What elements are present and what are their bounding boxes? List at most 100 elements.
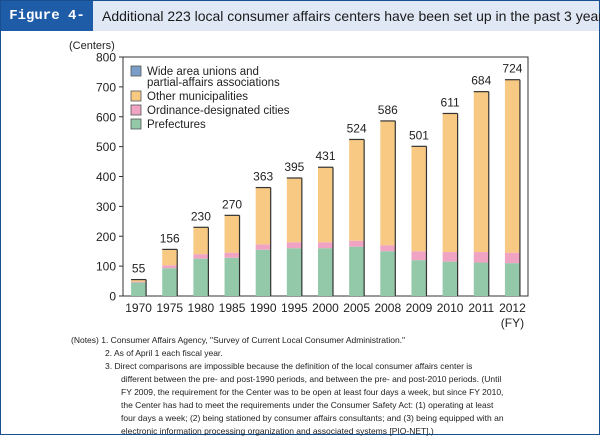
legend-label: Other municipalities: [147, 91, 248, 103]
bar-segment: [162, 249, 178, 266]
bar-segment: [286, 242, 302, 249]
x-tick-label: 2005: [343, 301, 370, 315]
bar-total-label: 395: [284, 160, 304, 174]
bar-segment: [411, 251, 427, 261]
bar-segment: [380, 251, 396, 296]
legend-swatch: [130, 90, 142, 102]
bar-segment: [255, 244, 271, 250]
stacked-bar-chart: 0 100 200 300 400 500 600 700 800(Centers) 55 197…: [69, 40, 529, 330]
legend-label: Wide area unions and: [147, 66, 259, 78]
chart-labels: 55 1970 156 1975 230 1980 270 1985 363 1990 395 199…: [125, 62, 526, 330]
note-line: 3. Direct comparisons are impossible bec…: [105, 361, 473, 371]
bar-segment: [162, 268, 178, 296]
bar-segment: [286, 248, 302, 296]
legend-label: partial-affairs associations: [147, 77, 280, 89]
bar-total-label: 524: [347, 121, 367, 135]
y-axis-label: (Centers): [69, 40, 115, 52]
y-tick-label: 600: [96, 110, 116, 124]
note-line: FY 2009, the requirement for the Center …: [121, 387, 504, 397]
bar-segment: [318, 242, 333, 249]
legend-label: Ordinance-designated cities: [147, 105, 290, 117]
bar-segment: [349, 246, 365, 296]
bar-segment: [162, 265, 178, 269]
bar-segment: [504, 79, 520, 253]
bar-segment: [255, 187, 271, 245]
x-tick-label: 2011: [468, 301, 494, 315]
bar-segment: [286, 177, 302, 243]
bar-total-label: 586: [378, 103, 398, 117]
x-tick-label: 2009: [406, 301, 433, 315]
y-tick-label: 500: [96, 140, 116, 154]
notes: (Notes) 1. Consumer Affairs Agency, "Sur…: [71, 334, 591, 438]
x-tick-label: 1990: [250, 301, 277, 315]
bar-segment: [349, 139, 365, 241]
x-tick-label: 1975: [156, 301, 183, 315]
chart-bars: [131, 79, 521, 296]
y-tick-label: 400: [96, 170, 116, 184]
y-tick-label: 200: [96, 230, 116, 244]
note-line: different between the pre- and post-1990…: [121, 374, 502, 384]
bar-segment: [380, 120, 396, 246]
bar-segment: [224, 252, 240, 258]
bar-segment: [193, 254, 209, 259]
bar-segment: [318, 248, 333, 296]
bar-total-label: 55: [132, 262, 146, 276]
bar-segment: [473, 262, 489, 296]
x-tick-label: 2010: [437, 301, 464, 315]
bar-segment: [473, 252, 489, 263]
figure-label: Figure 4-2-4: [1, 1, 93, 54]
bar-total-label: 431: [315, 149, 335, 163]
bar-segment: [318, 167, 333, 243]
bar-total-label: 156: [160, 231, 180, 245]
bar-total-label: 611: [441, 95, 460, 109]
bar-segment: [442, 252, 458, 262]
note-line: the Center has had to meet the requireme…: [121, 400, 494, 410]
x-tick-label: 2012: [499, 301, 526, 315]
bar-segment: [131, 279, 147, 282]
y-tick-label: 300: [96, 200, 116, 214]
bar-segment: [224, 257, 240, 296]
bar-total-label: 501: [409, 128, 429, 142]
x-tick-label: 1980: [188, 301, 215, 315]
note-line: electronic information processing organi…: [121, 426, 434, 436]
y-tick-label: 800: [96, 51, 116, 65]
y-tick-label: 700: [96, 80, 116, 94]
figure-title: Additional 223 local consumer affairs ce…: [102, 8, 600, 24]
figure-header: Figure 4-2-4 Additional 223 local consum…: [1, 1, 600, 54]
note-line: 2. As of April 1 each fiscal year.: [105, 348, 223, 358]
bar-total-label: 230: [191, 209, 211, 223]
bar-segment: [193, 227, 209, 255]
bar-segment: [473, 91, 489, 253]
bar-total-label: 724: [502, 62, 522, 76]
bar-segment: [504, 263, 520, 296]
bar-segment: [411, 260, 427, 296]
bar-segment: [442, 113, 458, 253]
bar-segment: [411, 146, 427, 252]
bar-segment: [255, 249, 271, 296]
legend-swatch: [130, 65, 142, 77]
x-tick-label: 1995: [281, 301, 308, 315]
bar-total-label: 270: [222, 197, 242, 211]
bar-segment: [131, 281, 147, 283]
bar-segment: [442, 261, 458, 296]
legend-swatch: [130, 118, 142, 130]
legend-swatch: [130, 104, 142, 116]
y-tick-label: 100: [96, 260, 116, 274]
bar-segment: [131, 282, 147, 296]
x-tick-label: 2008: [374, 301, 401, 315]
bar-segment: [193, 258, 209, 296]
bar-segment: [504, 252, 520, 264]
legend-label: Prefectures: [147, 119, 206, 131]
x-axis-unit: (FY): [501, 316, 524, 330]
x-tick-label: 1985: [219, 301, 246, 315]
x-tick-label: 1970: [125, 301, 152, 315]
bar-segment: [380, 245, 396, 252]
bar-total-label: 684: [471, 74, 491, 88]
bar-total-label: 363: [253, 170, 273, 184]
note-line: four days a week; (2) being stationed by…: [121, 413, 504, 423]
note-line: (Notes) 1. Consumer Affairs Agency, "Sur…: [71, 335, 406, 345]
y-tick-label: 0: [109, 290, 116, 304]
x-tick-label: 2000: [312, 301, 339, 315]
